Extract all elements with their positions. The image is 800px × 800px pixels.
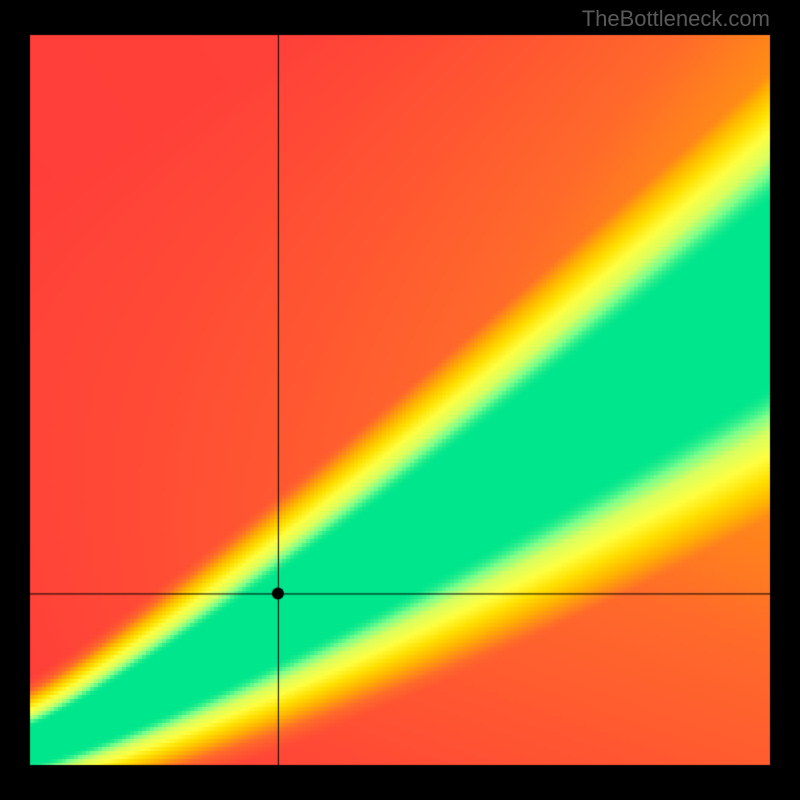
watermark-text: TheBottleneck.com xyxy=(582,6,770,32)
bottleneck-heatmap xyxy=(0,0,800,800)
chart-container: TheBottleneck.com xyxy=(0,0,800,800)
